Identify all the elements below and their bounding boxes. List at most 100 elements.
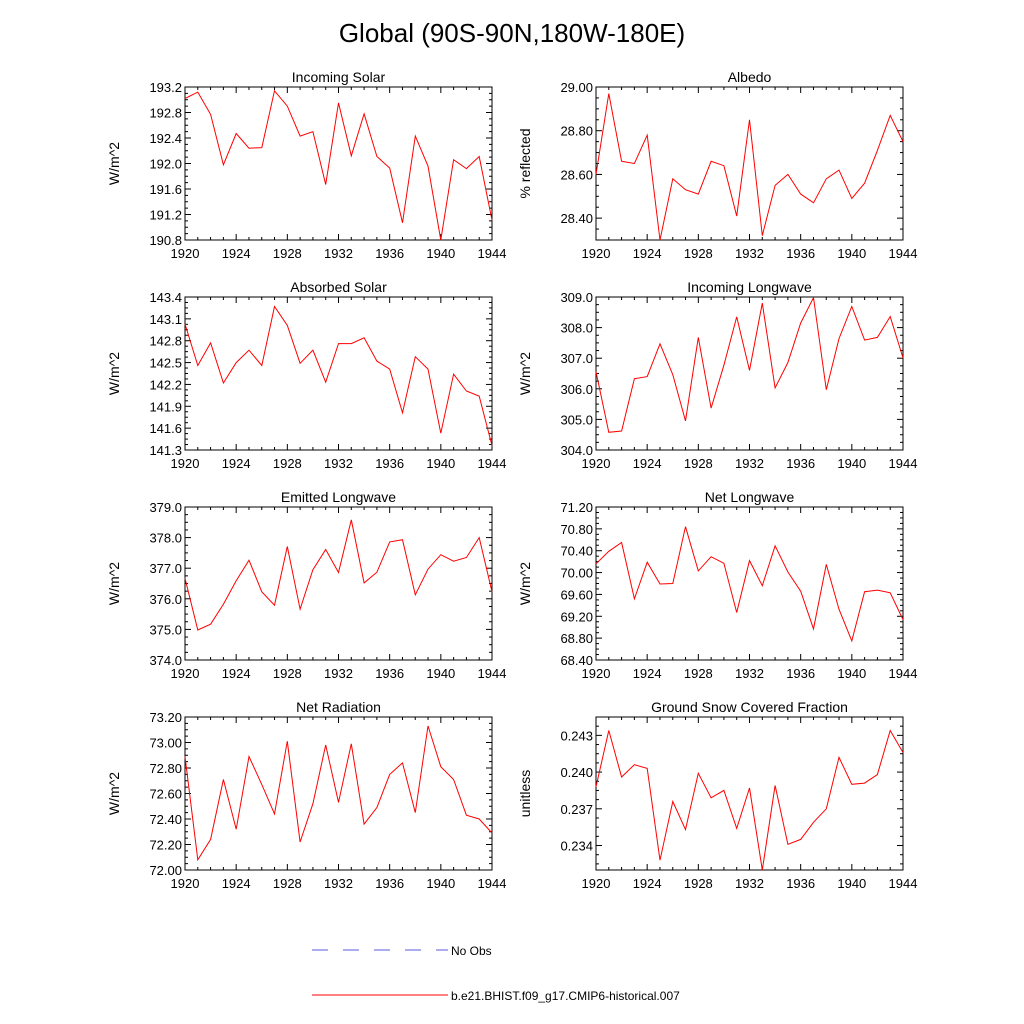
x-tick-label: 1920 [171, 246, 200, 261]
y-axis-label: unitless [517, 770, 533, 817]
y-tick-label: 143.1 [149, 312, 182, 327]
y-tick-label: 70.40 [560, 544, 593, 559]
x-tick-label: 1944 [889, 246, 918, 261]
y-tick-label: 307.0 [560, 351, 593, 366]
x-tick-label: 1940 [837, 666, 866, 681]
x-tick-label: 1924 [633, 876, 662, 891]
x-tick-label: 1932 [324, 456, 353, 471]
y-tick-label: 72.80 [149, 761, 182, 776]
y-tick-label: 141.3 [149, 443, 182, 458]
chart-title: Net Longwave [705, 489, 795, 505]
chart-net-radiation: Net Radiation W/m^2 1920 1924 1928 1932 1936 19… [106, 699, 506, 891]
x-tick-label: 1924 [633, 246, 662, 261]
y-tick-label: 193.2 [149, 80, 182, 95]
y-tick-label: 192.8 [149, 106, 182, 121]
x-tick-label: 1944 [478, 876, 507, 891]
x-tick-label: 1944 [478, 456, 507, 471]
plot-frame [184, 86, 493, 241]
x-tick-label: 1936 [375, 456, 404, 471]
y-tick-label: 374.0 [149, 653, 182, 668]
y-axis-label: W/m^2 [106, 562, 122, 605]
y-tick-label: 28.60 [560, 167, 593, 182]
x-tick-label: 1940 [837, 246, 866, 261]
y-tick-label: 68.40 [560, 653, 593, 668]
series-line [184, 89, 493, 241]
x-tick-label: 1932 [735, 456, 764, 471]
y-tick-label: 72.60 [149, 787, 182, 802]
y-tick-label: 72.20 [149, 838, 182, 853]
y-tick-label: 69.60 [560, 587, 593, 602]
y-tick-label: 68.80 [560, 631, 593, 646]
x-tick-label: 1928 [684, 666, 713, 681]
chart-emitted-longwave: Emitted Longwave W/m^2 1920 1924 1928 1932 193… [106, 489, 506, 681]
x-tick-label: 1944 [889, 666, 918, 681]
series-line [595, 295, 904, 433]
y-tick-label: 143.4 [149, 290, 182, 305]
x-tick-label: 1940 [837, 876, 866, 891]
x-tick-label: 1924 [222, 666, 251, 681]
y-tick-label: 0.240 [560, 765, 593, 780]
y-axis-label: W/m^2 [517, 562, 533, 605]
x-tick-label: 1928 [273, 246, 302, 261]
x-tick-label: 1936 [786, 876, 815, 891]
y-tick-label: 71.20 [560, 500, 593, 515]
y-axis-label: W/m^2 [106, 772, 122, 815]
y-tick-label: 141.9 [149, 399, 182, 414]
x-tick-label: 1928 [273, 876, 302, 891]
chart-title: Net Radiation [296, 699, 381, 715]
y-tick-label: 191.6 [149, 182, 182, 197]
series-line [595, 93, 904, 241]
x-tick-label: 1924 [222, 876, 251, 891]
x-tick-label: 1936 [375, 876, 404, 891]
y-tick-label: 73.00 [149, 736, 182, 751]
y-tick-label: 378.0 [149, 531, 182, 546]
x-tick-label: 1932 [735, 246, 764, 261]
x-tick-label: 1932 [324, 246, 353, 261]
x-tick-label: 1920 [582, 666, 611, 681]
y-tick-label: 376.0 [149, 592, 182, 607]
x-tick-label: 1944 [889, 876, 918, 891]
x-tick-label: 1932 [324, 666, 353, 681]
y-tick-label: 191.2 [149, 208, 182, 223]
series-line [595, 526, 904, 643]
chart-title: Absorbed Solar [290, 279, 387, 295]
x-tick-label: 1944 [889, 456, 918, 471]
y-axis-label: % reflected [517, 128, 533, 198]
x-tick-label: 1932 [324, 876, 353, 891]
legend-obs-label: No Obs [451, 944, 492, 958]
y-tick-label: 308.0 [560, 321, 593, 336]
x-tick-label: 1928 [684, 246, 713, 261]
x-tick-label: 1936 [375, 666, 404, 681]
chart-incoming-solar: Incoming Solar W/m^2 1920 1924 1928 1932 1936 1… [106, 69, 506, 261]
y-tick-label: 190.8 [149, 233, 182, 248]
x-tick-label: 1932 [735, 876, 764, 891]
y-tick-label: 141.6 [149, 421, 182, 436]
chart-title: Ground Snow Covered Fraction [651, 699, 848, 715]
x-tick-label: 1924 [222, 456, 251, 471]
plot-frame [184, 506, 493, 661]
x-tick-label: 1940 [426, 876, 455, 891]
chart-incoming-longwave: Incoming Longwave W/m^2 1920 1924 1928 1932 19… [517, 279, 917, 471]
x-tick-label: 1940 [426, 246, 455, 261]
y-tick-label: 305.0 [560, 412, 593, 427]
x-tick-label: 1936 [786, 666, 815, 681]
y-tick-label: 70.80 [560, 522, 593, 537]
x-tick-label: 1944 [478, 246, 507, 261]
x-tick-label: 1924 [633, 666, 662, 681]
y-tick-label: 69.20 [560, 609, 593, 624]
y-tick-label: 142.2 [149, 377, 182, 392]
y-tick-label: 304.0 [560, 443, 593, 458]
x-tick-label: 1936 [786, 246, 815, 261]
y-tick-label: 309.0 [560, 290, 593, 305]
y-tick-label: 29.00 [560, 80, 593, 95]
y-tick-label: 142.8 [149, 334, 182, 349]
x-tick-label: 1940 [426, 456, 455, 471]
y-tick-label: 28.80 [560, 124, 593, 139]
series-line [184, 519, 493, 631]
chart-ground-snow-covered-fraction: Ground Snow Covered Fraction unitless 1920… [517, 699, 917, 891]
y-tick-label: 142.5 [149, 356, 182, 371]
figure-title: Global (90S-90N,180W-180E) [339, 18, 685, 48]
x-tick-label: 1924 [633, 456, 662, 471]
plot-frame [184, 296, 493, 451]
